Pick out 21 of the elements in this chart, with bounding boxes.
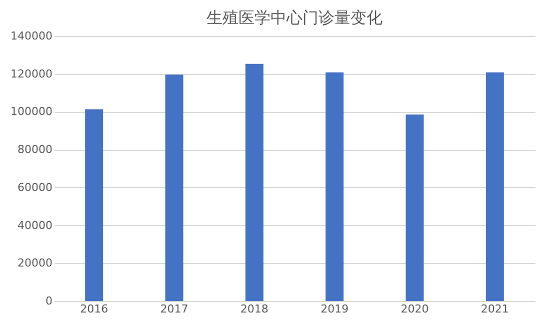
y-tick-label: 40000	[18, 218, 52, 232]
bar	[326, 72, 344, 301]
x-tick-label: 2017	[160, 302, 188, 316]
y-tick-label: 140000	[10, 30, 52, 42]
y-tick-label: 20000	[18, 256, 52, 270]
x-tick-label: 2021	[480, 302, 509, 316]
bar	[165, 74, 184, 301]
bar	[486, 72, 504, 301]
x-tick-label: 2020	[400, 302, 429, 316]
y-tick-label: 0	[46, 294, 52, 308]
y-tick-label: 60000	[18, 180, 52, 194]
x-tick-label: 2018	[240, 302, 268, 316]
y-tick-label: 100000	[10, 105, 52, 118]
y-tick-label: 80000	[18, 143, 52, 156]
y-tick-label: 120000	[10, 67, 52, 80]
chart-title: 生殖医学中心门诊量变化	[206, 8, 382, 27]
bar	[245, 64, 264, 301]
x-tick-label: 2016	[80, 302, 108, 316]
x-tick-label: 2019	[320, 302, 349, 316]
bar	[85, 109, 104, 301]
bar	[406, 114, 424, 301]
